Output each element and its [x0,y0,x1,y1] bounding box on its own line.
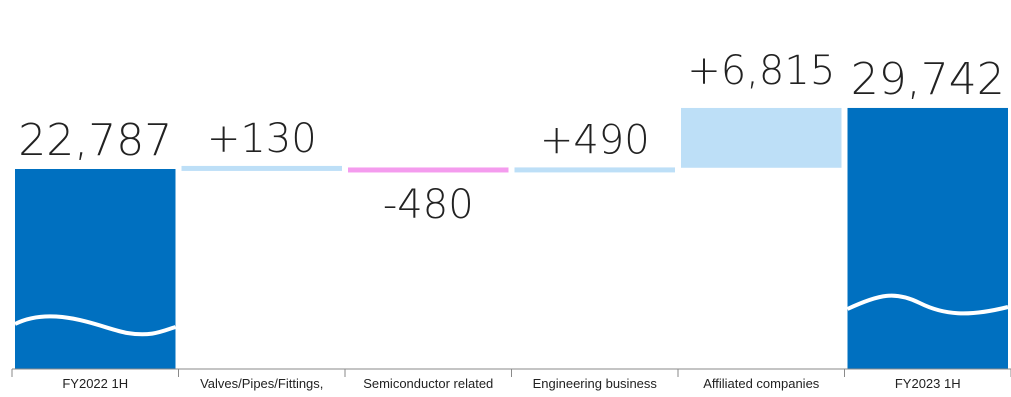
increase-bar [681,107,842,168]
value-label: +130 [207,116,317,162]
category-labels-group: FY2022 1H Valves/Pipes/Fittings, Semicondu… [62,376,960,391]
value-labels-group: 22,787 +130 -480 +490 +6,815 29,742 [18,48,1004,228]
x-axis-ticks [11,369,1011,377]
wave-decoration [14,314,177,337]
decrease-bar [348,167,509,173]
bar-1 [181,165,342,171]
bar-3 [514,167,675,173]
bars-group [14,107,1009,369]
total-bar [15,169,176,369]
category-label: FY2022 1H [62,376,128,391]
bar-2 [348,167,509,173]
value-label: -480 [383,182,474,228]
wave-decoration [846,293,1009,316]
increase-bar [181,165,342,171]
bar-0 [14,169,177,369]
increase-bar [514,167,675,173]
bar-4 [681,107,842,168]
category-label: Semiconductor related [363,376,493,391]
bar-5 [846,107,1009,369]
value-label: +490 [540,117,650,163]
category-label: FY2023 1H [895,376,961,391]
value-label: +6,815 [687,48,835,94]
value-label: 29,742 [851,54,1005,105]
total-bar [847,107,1008,369]
category-label: Valves/Pipes/Fittings, [200,376,323,391]
category-label: Engineering business [533,376,658,391]
value-label: 22,787 [18,115,172,166]
category-label: Affiliated companies [703,376,820,391]
